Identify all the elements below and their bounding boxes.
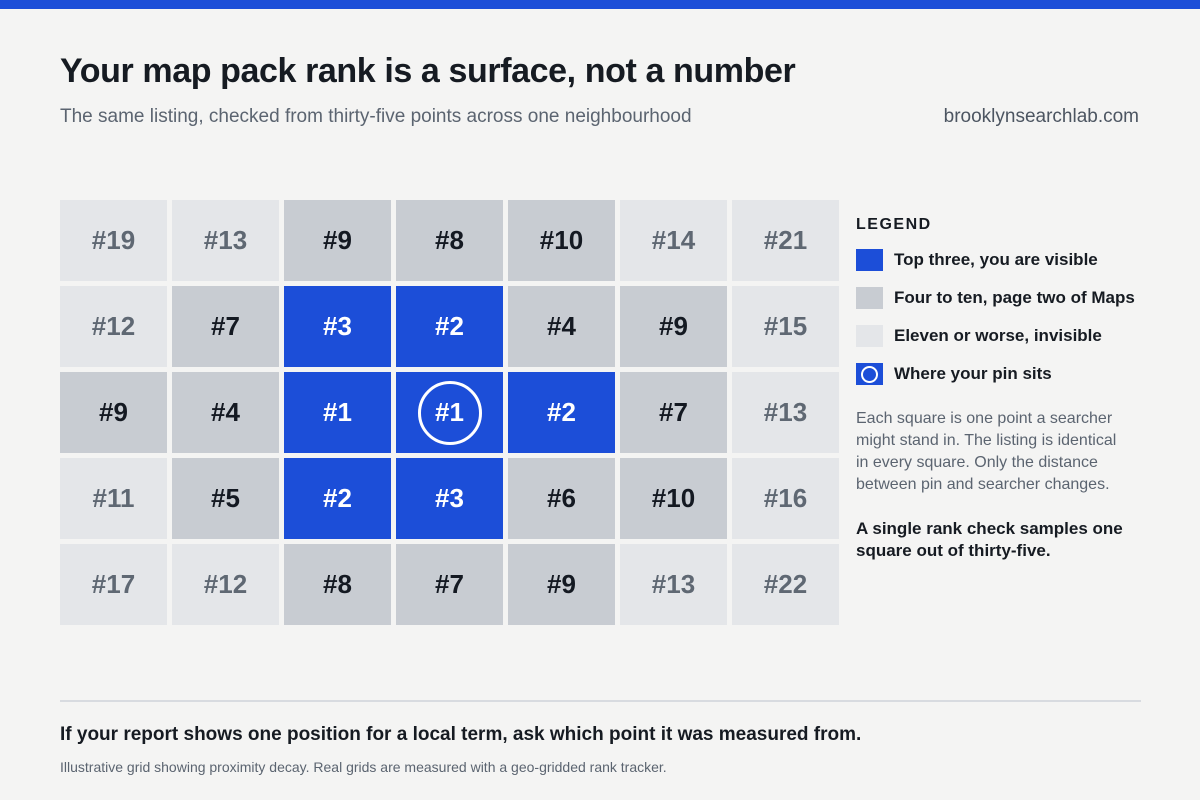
grid-cell-r0-c0: #19	[60, 200, 167, 281]
grid-cell-r2-c2: #1	[284, 372, 391, 453]
grid-cell-r0-c5: #14	[620, 200, 727, 281]
grid-cell-r1-c1: #7	[172, 286, 279, 367]
grid-cell-label: #14	[651, 225, 696, 255]
legend-item-pin: Where your pin sits	[856, 362, 1156, 386]
grid-cell-label: #22	[763, 569, 808, 599]
pin-ring-icon	[417, 380, 482, 445]
grid-cell-label: #13	[651, 569, 696, 599]
footer-divider	[60, 700, 1141, 702]
grid-cell-label: #13	[763, 397, 808, 427]
grid-cell-label: #9	[99, 397, 128, 427]
grid-cell-r0-c3: #8	[396, 200, 503, 281]
legend-callout: A single rank check samples one square o…	[856, 519, 1123, 560]
legend-label-top: Top three, you are visible	[894, 250, 1098, 269]
grid-cell-r4-c3: #7	[396, 544, 503, 625]
grid-cell-label: #4	[547, 311, 576, 341]
grid-cell-label: #10	[651, 483, 696, 513]
legend-item-low: Eleven or worse, invisible	[856, 324, 1156, 348]
legend-note: Each square is one point a searcher migh…	[856, 410, 1117, 493]
footer-note: Illustrative grid showing proximity deca…	[60, 759, 667, 775]
grid-cell-label: #4	[211, 397, 240, 427]
grid-cell-label: #3	[435, 483, 464, 513]
grid-cell-label: #8	[323, 569, 352, 599]
grid-cell-label: #9	[659, 311, 688, 341]
grid-cell-r2-c3: #1	[396, 372, 503, 453]
grid-cell-r4-c0: #17	[60, 544, 167, 625]
grid-cell-label: #21	[763, 225, 808, 255]
pin-marker-icon	[856, 363, 883, 385]
grid-cell-r1-c4: #4	[508, 286, 615, 367]
grid-cell-r3-c5: #10	[620, 458, 727, 539]
grid-cell-label: #5	[211, 483, 240, 513]
grid-cell-label: #2	[323, 483, 352, 513]
page-title: Your map pack rank is a surface, not a n…	[60, 52, 796, 90]
grid-cell-r1-c0: #12	[60, 286, 167, 367]
legend-swatch-mid	[856, 287, 883, 309]
site-link[interactable]: brooklynsearchlab.com	[943, 106, 1139, 127]
grid-cell-r2-c5: #7	[620, 372, 727, 453]
grid-cell-r4-c1: #12	[172, 544, 279, 625]
page-subtitle: The same listing, checked from thirty-fi…	[60, 106, 692, 127]
grid-cell-label: #9	[323, 225, 352, 255]
grid-cell-r2-c4: #2	[508, 372, 615, 453]
grid-cell-r3-c1: #5	[172, 458, 279, 539]
grid-cell-label: #2	[435, 311, 464, 341]
grid-cell-r3-c6: #16	[732, 458, 839, 539]
grid-cell-r4-c2: #8	[284, 544, 391, 625]
grid-cell-label: #16	[763, 483, 808, 513]
grid-cell-label: #7	[435, 569, 464, 599]
grid-cell-r0-c2: #9	[284, 200, 391, 281]
legend-swatch-low	[856, 325, 883, 347]
grid-cell-label: #8	[435, 225, 464, 255]
legend-swatch-top	[856, 249, 883, 271]
grid-cell-r4-c6: #22	[732, 544, 839, 625]
legend-item-mid: Four to ten, page two of Maps	[856, 286, 1156, 310]
grid-cell-label: #17	[91, 569, 136, 599]
grid-cell-r3-c4: #6	[508, 458, 615, 539]
grid-cell-label: #10	[539, 225, 584, 255]
grid-cell-r1-c2: #3	[284, 286, 391, 367]
grid-cell-r1-c5: #9	[620, 286, 727, 367]
grid-cell-r2-c0: #9	[60, 372, 167, 453]
grid-cell-label: #12	[203, 569, 248, 599]
legend: LEGEND Top three, you are visible Four t…	[856, 216, 1156, 562]
grid-cell-label: #1	[323, 397, 352, 427]
legend-label-mid: Four to ten, page two of Maps	[894, 288, 1135, 307]
grid-cell-label: #13	[203, 225, 248, 255]
grid-cell-label: #9	[547, 569, 576, 599]
grid-cell-label: #3	[323, 311, 352, 341]
legend-title: LEGEND	[856, 216, 932, 233]
top-accent-bar	[0, 0, 1200, 9]
grid-cell-label: #7	[659, 397, 688, 427]
grid-cell-label: #6	[547, 483, 576, 513]
legend-label-pin: Where your pin sits	[894, 364, 1052, 383]
grid-cell-label: #2	[547, 397, 576, 427]
grid-cell-r0-c6: #21	[732, 200, 839, 281]
grid-cell-r1-c6: #15	[732, 286, 839, 367]
grid-cell-label: #19	[91, 225, 136, 255]
grid-cell-label: #12	[91, 311, 136, 341]
grid-cell-r3-c2: #2	[284, 458, 391, 539]
grid-cell-r4-c4: #9	[508, 544, 615, 625]
grid-cell-r4-c5: #13	[620, 544, 727, 625]
grid-cell-label: #7	[211, 311, 240, 341]
rank-grid: #19 #13 #9 #8 #10 #14 #21 #12 #7 #3 #2 #4 #9 #15 #9 #4 #…	[60, 200, 839, 625]
grid-cell-r3-c0: #11	[60, 458, 167, 539]
grid-cell-r2-c1: #4	[172, 372, 279, 453]
grid-cell-r0-c1: #13	[172, 200, 279, 281]
grid-cell-label: #1	[435, 397, 464, 427]
footer-statement: If your report shows one position for a …	[60, 724, 862, 745]
legend-label-low: Eleven or worse, invisible	[894, 326, 1102, 345]
grid-cell-label: #11	[92, 483, 135, 513]
grid-cell-r3-c3: #3	[396, 458, 503, 539]
grid-cell-r1-c3: #2	[396, 286, 503, 367]
legend-item-top: Top three, you are visible	[856, 248, 1156, 272]
grid-cell-r2-c6: #13	[732, 372, 839, 453]
grid-cell-r0-c4: #10	[508, 200, 615, 281]
grid-cell-label: #15	[763, 311, 808, 341]
